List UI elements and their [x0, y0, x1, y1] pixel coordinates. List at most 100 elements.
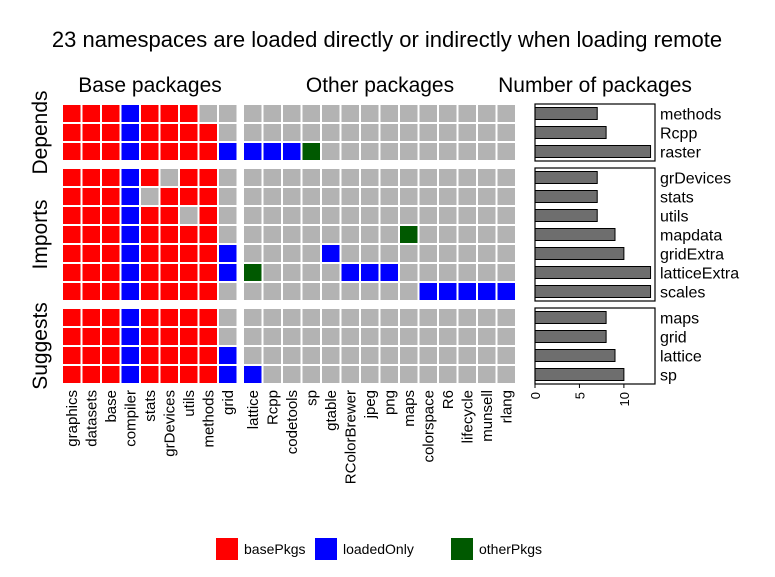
cell-none	[302, 245, 320, 262]
cell-none	[458, 188, 476, 205]
count-bar	[534, 171, 598, 184]
column-label: grid	[220, 390, 237, 415]
cell-none	[322, 207, 340, 224]
cell-none	[400, 188, 418, 205]
cell-none	[219, 207, 237, 224]
cell-none	[439, 105, 457, 122]
cell-none	[361, 309, 379, 326]
column-label: munsell	[479, 390, 496, 442]
cell-basePkgs	[180, 143, 198, 160]
row-label: lattice	[660, 349, 702, 366]
cell-loadedOnly	[219, 245, 237, 262]
cell-basePkgs	[199, 347, 217, 364]
column-label: lifecycle	[459, 390, 476, 443]
cell-none	[283, 264, 301, 281]
cell-loadedOnly	[219, 264, 237, 281]
column-label: datasets	[83, 390, 100, 447]
cell-basePkgs	[180, 328, 198, 345]
cell-none	[322, 124, 340, 141]
cell-loadedOnly	[121, 264, 139, 281]
cell-none	[341, 366, 359, 383]
cell-basePkgs	[102, 188, 120, 205]
cell-none	[400, 309, 418, 326]
cell-none	[322, 143, 340, 160]
cell-loadedOnly	[121, 207, 139, 224]
cell-basePkgs	[180, 245, 198, 262]
cell-basePkgs	[82, 105, 100, 122]
cell-basePkgs	[63, 207, 81, 224]
cell-basePkgs	[82, 283, 100, 300]
cell-none	[419, 188, 437, 205]
cell-otherPkgs	[302, 143, 320, 160]
cell-none	[263, 124, 281, 141]
cell-none	[458, 366, 476, 383]
cell-basePkgs	[141, 245, 159, 262]
cell-basePkgs	[63, 328, 81, 345]
cell-none	[380, 105, 398, 122]
column-label: colorspace	[420, 390, 437, 463]
cell-basePkgs	[102, 245, 120, 262]
row-label: raster	[660, 145, 702, 162]
cell-none	[439, 124, 457, 141]
cell-basePkgs	[63, 366, 81, 383]
cell-none	[302, 105, 320, 122]
cell-none	[439, 264, 457, 281]
cell-basePkgs	[82, 264, 100, 281]
cell-none	[361, 366, 379, 383]
count-bar	[534, 311, 607, 324]
cell-none	[361, 226, 379, 243]
other-panel-title: Other packages	[306, 74, 454, 97]
cell-none	[302, 169, 320, 186]
cell-none	[419, 328, 437, 345]
bar-axis-tick-label: 0	[528, 392, 543, 399]
cell-none	[302, 366, 320, 383]
legend-swatch-otherPkgs	[451, 538, 473, 560]
cell-none	[322, 328, 340, 345]
count-bar	[534, 209, 598, 222]
cell-none	[400, 143, 418, 160]
cell-basePkgs	[82, 328, 100, 345]
cell-none	[478, 245, 496, 262]
cell-basePkgs	[199, 188, 217, 205]
cell-basePkgs	[102, 226, 120, 243]
cell-basePkgs	[160, 283, 178, 300]
cell-loadedOnly	[121, 309, 139, 326]
cell-none	[458, 143, 476, 160]
cell-loadedOnly	[419, 283, 437, 300]
count-panel-title: Number of packages	[498, 74, 692, 97]
cell-none	[400, 124, 418, 141]
cell-loadedOnly	[361, 264, 379, 281]
cell-basePkgs	[180, 124, 198, 141]
cell-none	[400, 105, 418, 122]
row-label: grDevices	[660, 171, 731, 188]
cell-basePkgs	[141, 366, 159, 383]
cell-none	[478, 169, 496, 186]
cell-none	[478, 105, 496, 122]
cell-loadedOnly	[478, 283, 496, 300]
cell-none	[497, 169, 515, 186]
cell-none	[497, 309, 515, 326]
cell-basePkgs	[180, 347, 198, 364]
cell-basePkgs	[141, 143, 159, 160]
cell-none	[341, 207, 359, 224]
cell-none	[478, 328, 496, 345]
cell-none	[458, 264, 476, 281]
cell-none	[302, 124, 320, 141]
cell-none	[263, 188, 281, 205]
cell-basePkgs	[180, 283, 198, 300]
chart-title: 23 namespaces are loaded directly or ind…	[52, 27, 722, 52]
cell-none	[361, 245, 379, 262]
cell-none	[497, 264, 515, 281]
cell-none	[478, 188, 496, 205]
cell-basePkgs	[160, 328, 178, 345]
cell-none	[283, 328, 301, 345]
cell-basePkgs	[160, 309, 178, 326]
cell-none	[263, 264, 281, 281]
cell-loadedOnly	[380, 264, 398, 281]
cell-none	[439, 143, 457, 160]
count-bar	[534, 107, 598, 120]
count-bar	[534, 349, 616, 362]
cell-loadedOnly	[458, 283, 476, 300]
count-bars: methods Rcpp raster grDevices stats utils mapd…	[528, 103, 739, 406]
cell-basePkgs	[180, 226, 198, 243]
